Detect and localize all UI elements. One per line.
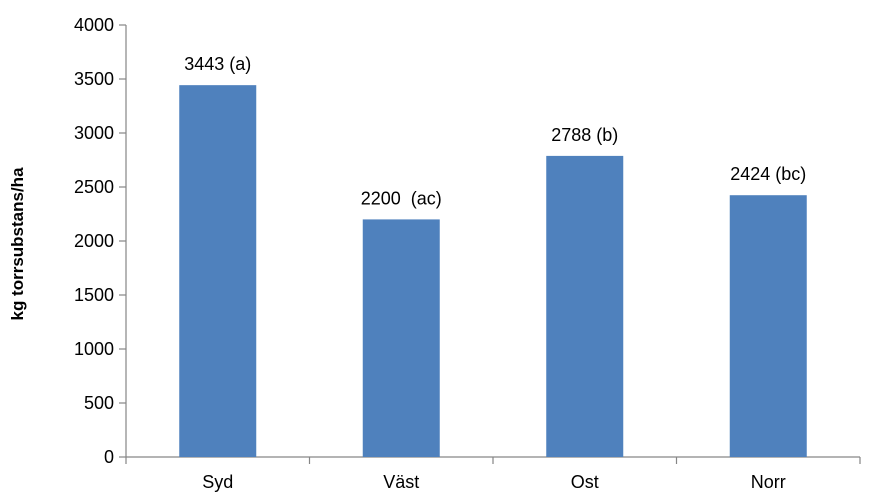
y-tick-label: 3500: [74, 69, 114, 89]
x-tick-label: Ost: [571, 472, 599, 492]
y-tick-label: 2000: [74, 231, 114, 251]
data-label: 2788 (b): [551, 125, 618, 145]
y-tick-label: 500: [84, 393, 114, 413]
y-tick-label: 1500: [74, 285, 114, 305]
bars: [179, 85, 807, 457]
x-axis: Syd Väst Ost Norr: [125, 456, 861, 492]
x-tick-label: Norr: [751, 472, 786, 492]
data-labels: 3443 (a) 2200 (ac) 2788 (b) 2424 (bc): [184, 54, 806, 208]
data-label: 2424 (bc): [730, 164, 806, 184]
y-tick-label: 3000: [74, 123, 114, 143]
y-tick-label: 2500: [74, 177, 114, 197]
data-label: 3443 (a): [184, 54, 251, 74]
x-tick-label: Väst: [383, 472, 419, 492]
data-label: 2200 (ac): [361, 188, 442, 208]
y-tick-label: 0: [104, 447, 114, 467]
y-tick-label: 4000: [74, 15, 114, 35]
bar-syd: [179, 85, 257, 457]
x-tick-label: Syd: [202, 472, 233, 492]
y-axis-title: kg torrsubstans/ha: [8, 167, 27, 321]
bar-ost: [546, 155, 624, 457]
y-axis: 0 500 1000 1500 2000 2500 3000 3500 4000: [74, 15, 127, 467]
bar-norr: [729, 195, 807, 457]
bar-väst: [362, 219, 440, 457]
y-tick-label: 1000: [74, 339, 114, 359]
